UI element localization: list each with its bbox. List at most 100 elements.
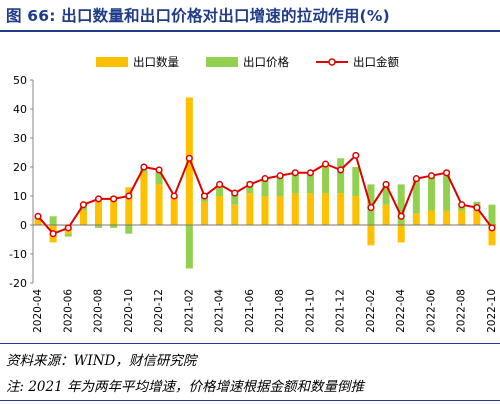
quantity-bar (110, 196, 118, 225)
price-bar (155, 169, 163, 185)
quantity-bar (367, 225, 375, 246)
y-tick-label: 30 (13, 132, 27, 145)
quantity-bar (261, 196, 269, 225)
price-bar (231, 193, 239, 205)
amount-point (397, 212, 405, 220)
amount-point (94, 195, 103, 203)
quantity-bar (322, 193, 330, 225)
amount-point (458, 201, 466, 209)
amount-point (367, 204, 375, 212)
figure-title: 图 66: 出口数量和出口价格对出口增速的拉动作用(%) (6, 7, 390, 25)
amount-point (185, 154, 193, 162)
quantity-bar (458, 210, 466, 225)
amount-point (246, 180, 254, 188)
amount-point (170, 192, 178, 200)
amount-point (352, 151, 360, 159)
quantity-bar (276, 196, 284, 225)
amount-point (261, 175, 269, 183)
y-tick-label: 10 (13, 190, 27, 203)
price-bar (306, 172, 314, 194)
amount-point (231, 189, 239, 197)
quantity-bar (397, 225, 405, 243)
amount-point (125, 192, 133, 200)
amount-point (412, 175, 420, 183)
price-bar (352, 167, 360, 196)
amount-point (155, 166, 163, 174)
quantity-bar (382, 204, 390, 225)
quantity-bar (443, 210, 451, 225)
amount-point (443, 169, 451, 177)
amount-point (337, 166, 345, 174)
amount-point (110, 195, 118, 203)
quantity-bar (427, 210, 435, 225)
chart-legend: 出口数量 出口价格 出口金额 (96, 55, 399, 69)
x-tick-label: 2021-04 (214, 289, 226, 333)
amount-point (200, 192, 209, 200)
chart-area: 出口数量 出口价格 出口金额 -20 -10 0 10 20 30 40 50 2020-04 20… (0, 34, 500, 346)
x-tick-label: 2020-08 (93, 289, 105, 333)
price-bar (397, 184, 405, 225)
quantity-bar (170, 196, 178, 225)
price-bar (216, 184, 224, 196)
y-tick-label: 50 (13, 74, 27, 87)
amount-point (488, 224, 496, 232)
x-tick-label: 2021-06 (244, 289, 256, 333)
price-bar (276, 175, 284, 196)
amount-point (291, 169, 299, 177)
quantity-bar (125, 187, 133, 225)
price-bar (64, 233, 72, 237)
x-tick-label: 2022-04 (395, 289, 407, 333)
quantity-bar (412, 213, 420, 225)
x-axis: 2020-04 2020-06 2020-08 2020-10 2020-12 2021-… (32, 289, 498, 333)
y-tick-label: -20 (9, 277, 27, 290)
amount-series (34, 151, 496, 238)
price-bar (49, 216, 57, 225)
quantity-bar (79, 210, 87, 225)
price-bar (291, 172, 299, 194)
x-tick-label: 2020-04 (32, 289, 44, 333)
price-bar (95, 225, 103, 228)
quantity-bar (155, 184, 163, 225)
price-bar (185, 225, 193, 269)
amount-point (64, 224, 72, 232)
price-bar (443, 172, 451, 211)
legend-label: 出口金额 (353, 55, 399, 69)
x-tick-label: 2020-12 (153, 289, 165, 333)
quantity-bar (488, 225, 496, 246)
amount-point (49, 230, 57, 238)
quantity-bar (34, 219, 42, 225)
quantity-bar (216, 196, 224, 225)
amount-point (306, 169, 314, 177)
y-tick-label: 20 (13, 161, 27, 174)
legend-label: 出口价格 (243, 55, 289, 69)
y-tick-label: 40 (13, 103, 27, 116)
amount-point (34, 212, 42, 220)
price-bar (427, 175, 435, 211)
quantity-bar (200, 201, 208, 225)
amount-point (140, 163, 148, 171)
quantity-bar (231, 204, 239, 225)
remark-note: 注: 2021 年为两年平均增速，价格增速根据金额和数量倒推 (6, 379, 364, 395)
x-tick-label: 2020-10 (123, 289, 135, 333)
quantity-bars (34, 97, 496, 246)
price-bar (488, 204, 496, 225)
quantity-bar (306, 193, 314, 225)
legend-swatch (96, 57, 128, 67)
title-divider (0, 30, 500, 32)
legend-swatch (206, 57, 238, 67)
amount-point (382, 180, 390, 188)
quantity-bar (95, 198, 103, 225)
x-tick-label: 2021-12 (335, 289, 347, 333)
amount-point (276, 172, 284, 180)
quantity-bar (352, 196, 360, 225)
legend-marker (328, 58, 336, 66)
price-bar (261, 178, 269, 196)
source-note: 资料来源：WIND，财信研究院 (6, 353, 197, 369)
price-bar (337, 158, 345, 194)
amount-point (216, 180, 224, 188)
price-bar (110, 225, 118, 228)
amount-point (321, 160, 330, 168)
amount-point (79, 201, 87, 209)
y-tick-label: -10 (9, 248, 27, 261)
